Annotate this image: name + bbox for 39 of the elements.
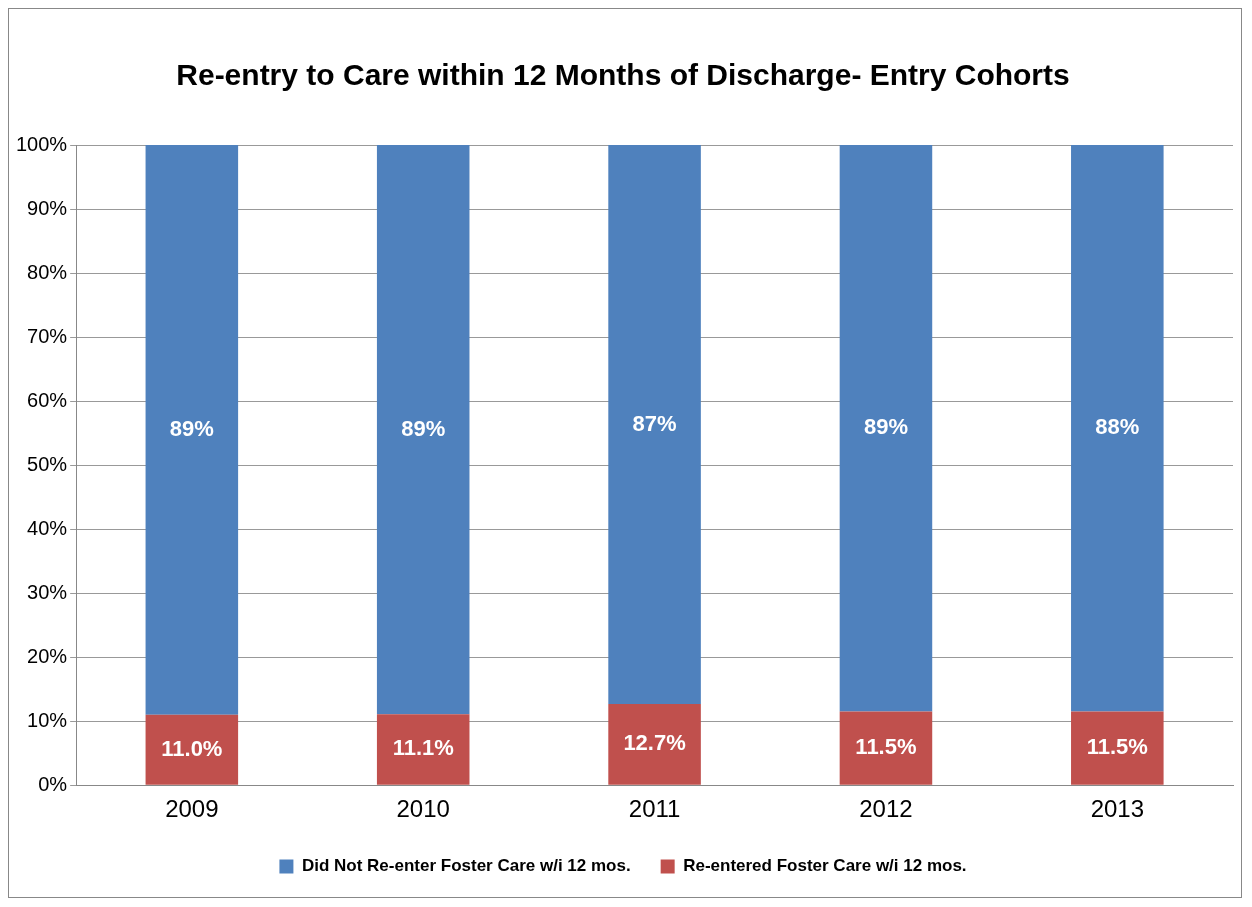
data-label: 11.1%	[392, 735, 454, 761]
legend-label: Re-entered Foster Care w/i 12 mos.	[683, 856, 967, 876]
chart-title: Re-entry to Care within 12 Months of Discharge- Entry Cohorts	[176, 58, 1070, 92]
bar	[608, 703, 701, 785]
y-tick-label: 30%	[27, 580, 68, 603]
bar	[145, 145, 239, 715]
bar	[376, 145, 470, 715]
bar	[376, 714, 470, 785]
y-tick-label: 50%	[27, 452, 68, 475]
data-label: 88%	[1095, 414, 1140, 440]
bar	[839, 145, 933, 712]
bar	[608, 145, 701, 704]
data-label: 89%	[169, 415, 214, 441]
y-tick-label: 0%	[38, 772, 68, 795]
legend-label: Did Not Re-enter Foster Care w/i 12 mos.	[301, 856, 631, 876]
y-tick-label: 70%	[27, 324, 68, 347]
data-label: 11.5%	[855, 734, 917, 760]
x-tick-label: 2009	[165, 795, 219, 823]
x-tick-label: 2010	[396, 795, 450, 823]
x-tick-label: 2012	[859, 795, 913, 823]
data-label: 11.5%	[1086, 734, 1148, 760]
data-label: 12.7%	[623, 730, 686, 756]
x-tick-label: 2011	[628, 795, 681, 823]
y-tick-label: 100%	[16, 132, 68, 155]
bar	[1071, 711, 1164, 785]
y-tick-label: 40%	[27, 516, 68, 539]
data-label: 89%	[863, 414, 908, 440]
y-tick-label: 10%	[27, 708, 68, 731]
y-tick-label: 80%	[27, 260, 68, 283]
y-tick-label: 20%	[27, 644, 68, 667]
y-tick-label: 60%	[27, 388, 68, 411]
data-label: 87%	[632, 410, 677, 436]
data-label: 11.0%	[161, 735, 223, 761]
bar	[145, 714, 239, 785]
bar	[1071, 145, 1164, 712]
bar	[839, 711, 933, 785]
x-tick-label: 2013	[1090, 795, 1145, 823]
y-tick-label: 90%	[27, 196, 68, 219]
data-label: 89%	[401, 415, 446, 441]
